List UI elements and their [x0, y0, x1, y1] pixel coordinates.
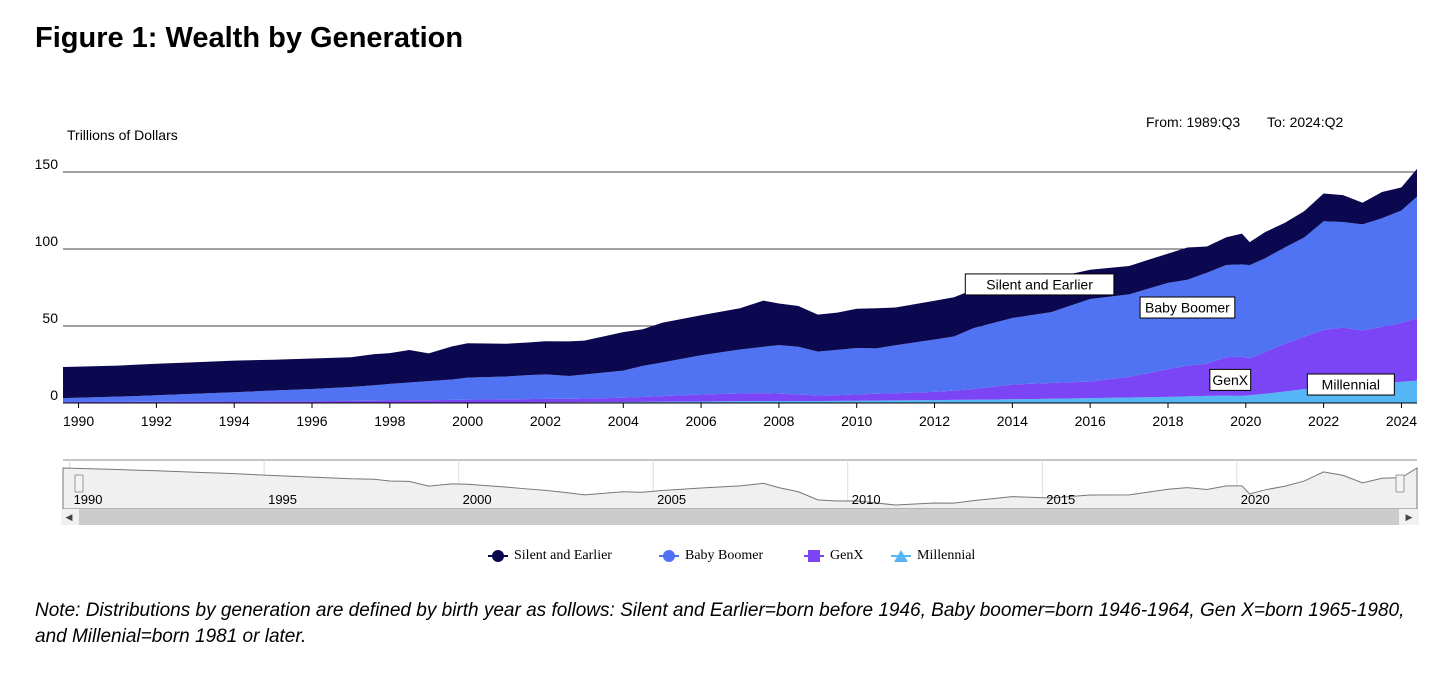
x-tick-label: 2016 — [1075, 413, 1106, 429]
annotation-label-millennial: Millennial — [1322, 377, 1380, 393]
annotation-label-boomer: Baby Boomer — [1145, 300, 1230, 316]
x-tick-label: 2010 — [841, 413, 872, 429]
y-axis-title: Trillions of Dollars — [67, 127, 178, 143]
area-silent — [63, 168, 1417, 399]
x-tick-label: 1990 — [63, 413, 94, 429]
x-tick-label: 1992 — [141, 413, 172, 429]
x-tick-label: 1998 — [374, 413, 405, 429]
area-millennial — [63, 380, 1417, 403]
navigator-tick-label: 2015 — [1046, 492, 1075, 507]
legend-item-boomer[interactable]: Baby Boomer — [659, 548, 763, 564]
scrollbar-thumb[interactable] — [79, 509, 1399, 525]
wealth-chart: 0 50 100 150 1990 1992 1994 1996 1998 2000 2002 200… — [35, 156, 1419, 525]
legend-label: GenX — [830, 548, 864, 563]
circle-marker-icon — [488, 550, 508, 562]
x-tick-label: 1994 — [219, 413, 250, 429]
navigator-left-handle[interactable] — [74, 474, 84, 493]
navigator-tick-label: 1995 — [268, 492, 297, 507]
triangle-marker-icon — [891, 550, 911, 562]
range-to-label[interactable]: To: 2024:Q2 — [1267, 114, 1344, 130]
x-tick-label: 2008 — [763, 413, 794, 429]
x-tick-label: 2024 — [1386, 413, 1417, 429]
x-tick-label: 2004 — [608, 413, 639, 429]
area-boomer — [63, 196, 1417, 403]
annotation-box-genx — [1209, 368, 1252, 391]
navigator-series — [62, 467, 1418, 510]
annotation-box-silent — [964, 273, 1115, 296]
scroll-left-icon[interactable]: ◀ — [65, 512, 73, 522]
figure-title: Figure 1: Wealth by Generation — [35, 22, 464, 54]
circle-marker-icon — [659, 550, 679, 562]
legend-item-millennial[interactable]: Millennial — [891, 548, 975, 564]
x-tick-label: 2014 — [997, 413, 1028, 429]
navigator-tick-label: 2005 — [657, 492, 686, 507]
annotation-box-millennial — [1306, 373, 1395, 396]
y-tick-label: 150 — [35, 156, 59, 172]
navigator-tick-label: 2000 — [463, 492, 492, 507]
square-marker-icon — [804, 550, 824, 562]
y-tick-label: 0 — [50, 387, 58, 403]
legend-label: Millennial — [917, 548, 976, 563]
x-tick-label: 2000 — [452, 413, 483, 429]
legend-label: Silent and Earlier — [514, 548, 612, 563]
chart-note: Note: Distributions by generation are de… — [35, 600, 1405, 647]
navigator-right-handle[interactable] — [1395, 474, 1405, 493]
legend-item-silent[interactable]: Silent and Earlier — [488, 548, 612, 564]
navigator-tick-label: 1990 — [74, 492, 103, 507]
annotation-label-silent: Silent and Earlier — [986, 276, 1093, 292]
annotation-label-genx: GenX — [1212, 372, 1248, 388]
x-tick-label: 2006 — [686, 413, 717, 429]
x-tick-label: 2012 — [919, 413, 950, 429]
range-from-label[interactable]: From: 1989:Q3 — [1146, 114, 1241, 130]
y-tick-label: 50 — [42, 310, 58, 326]
x-tick-label: 2002 — [530, 413, 561, 429]
navigator-tick-label: 2010 — [852, 492, 881, 507]
x-tick-label: 1996 — [296, 413, 327, 429]
x-tick-label: 2018 — [1152, 413, 1183, 429]
scroll-right-icon[interactable]: ▶ — [1405, 512, 1413, 522]
legend-item-genx[interactable]: GenX — [804, 548, 863, 564]
annotation-box-boomer — [1139, 296, 1236, 319]
legend-label: Baby Boomer — [685, 548, 764, 563]
y-tick-label: 100 — [35, 233, 59, 249]
x-tick-label: 2022 — [1308, 413, 1339, 429]
navigator-tick-label: 2020 — [1241, 492, 1270, 507]
chart-legend: Silent and Earlier Baby Boomer GenX Millenn… — [0, 548, 1450, 570]
x-tick-label: 2020 — [1230, 413, 1261, 429]
